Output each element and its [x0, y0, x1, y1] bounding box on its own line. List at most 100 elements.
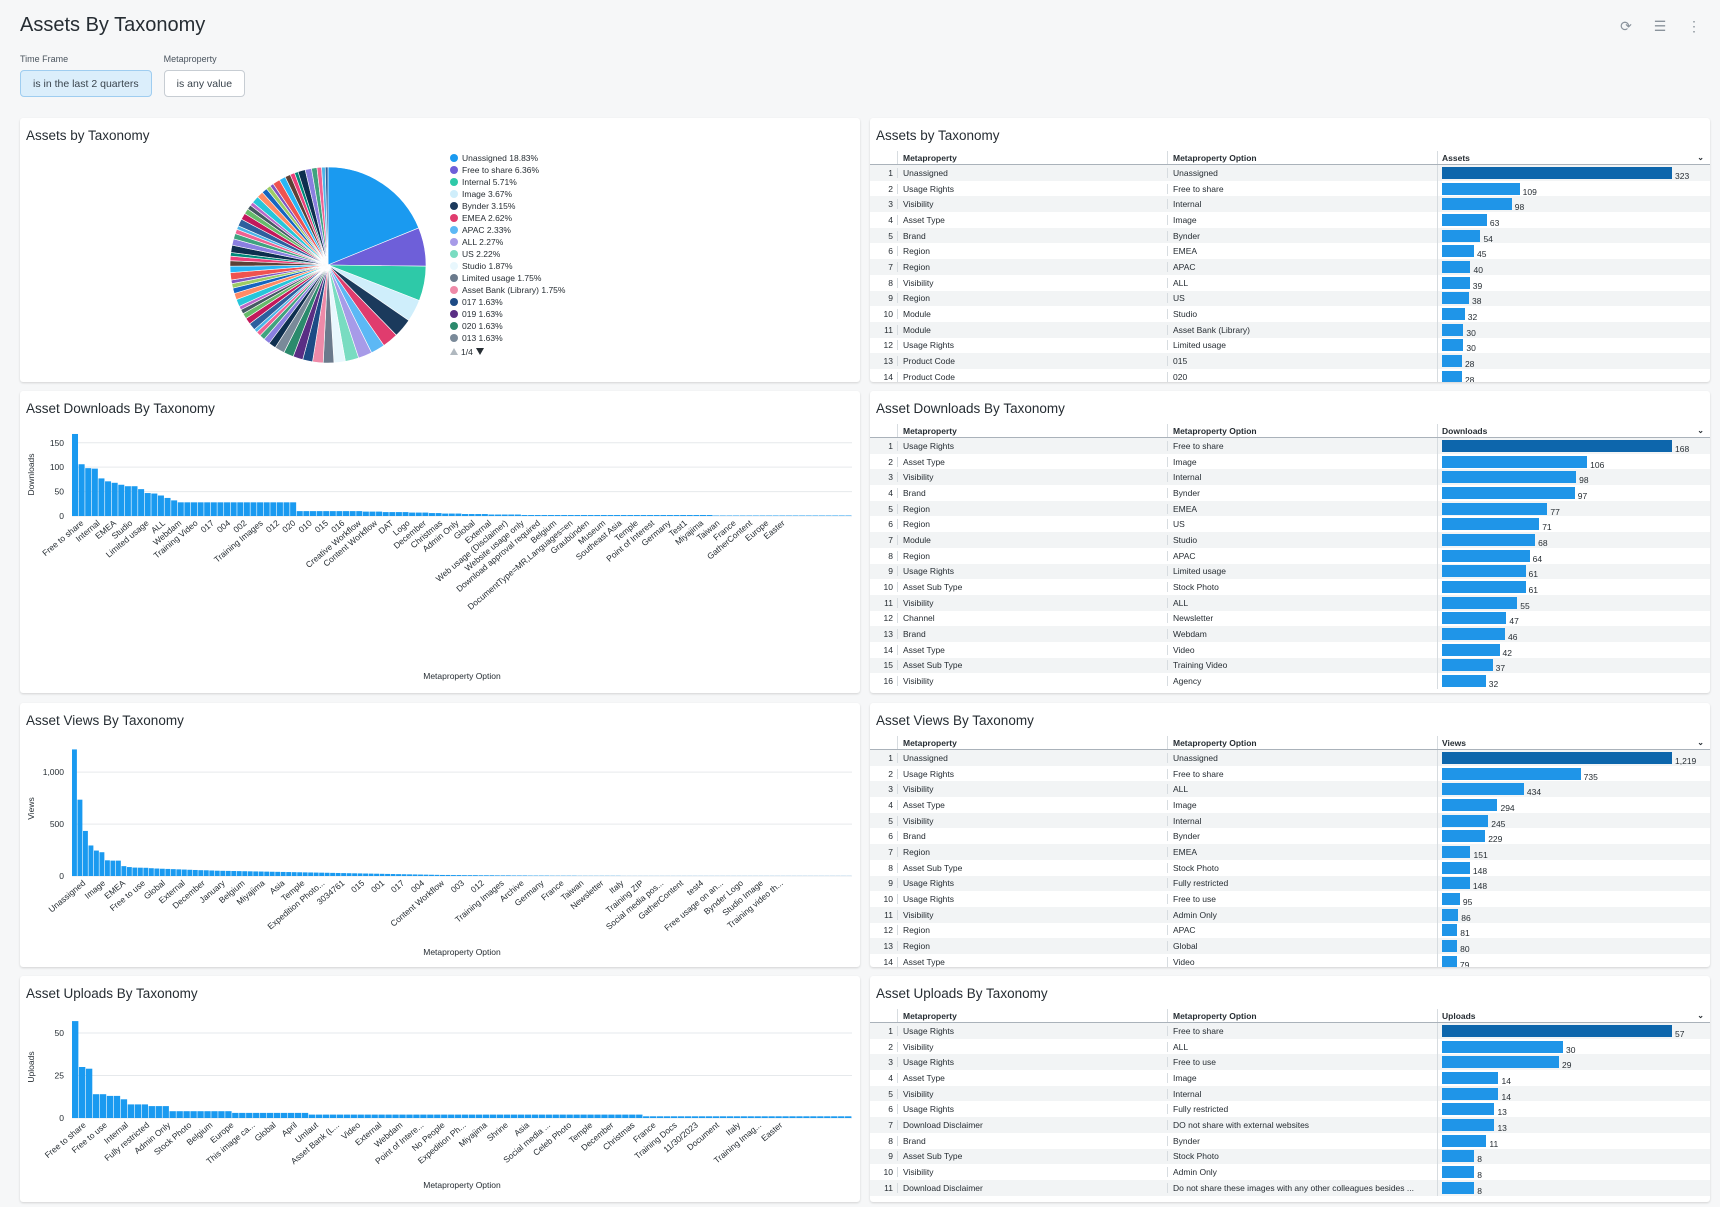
table-row[interactable]: 2 Usage Rights Free to share 109: [870, 180, 1710, 197]
table-row[interactable]: 13 Product Code 015 28: [870, 353, 1710, 369]
table-row[interactable]: 8 Brand Bynder 11: [870, 1132, 1710, 1149]
table-row[interactable]: 1 Unassigned Unassigned 323: [870, 165, 1710, 181]
bar: [567, 515, 574, 516]
table-row[interactable]: 3 Usage Rights Free to use 29: [870, 1054, 1710, 1070]
column-header[interactable]: Uploads: [1437, 1009, 1710, 1022]
bar: [747, 1116, 754, 1118]
table-row[interactable]: 6 Brand Bynder 229: [870, 828, 1710, 844]
table-cell: Admin Only: [1167, 1167, 1437, 1178]
table-cell: Visibility: [897, 1041, 1167, 1052]
table-row[interactable]: 14 Asset Type Video 79: [870, 953, 1710, 967]
x-tick-label: 004: [215, 518, 233, 535]
more-vertical-icon[interactable]: ⋮: [1687, 18, 1701, 34]
table-row[interactable]: 1 Usage Rights Free to share 57: [870, 1023, 1710, 1039]
table-row[interactable]: 11 Module Asset Bank (Library) 30: [870, 321, 1710, 338]
table-cell: 10: [883, 894, 893, 905]
column-header[interactable]: Assets: [1437, 151, 1710, 164]
table-row[interactable]: 10 Usage Rights Free to use 95: [870, 891, 1710, 907]
column-header[interactable]: Metaproperty: [897, 424, 1167, 437]
table-row[interactable]: 7 Module Studio 68: [870, 532, 1710, 548]
table-row[interactable]: 8 Region APAC 64: [870, 547, 1710, 564]
table-row[interactable]: 7 Region EMEA 151: [870, 844, 1710, 860]
table-row[interactable]: 5 Region EMEA 77: [870, 500, 1710, 517]
value-bar: [1442, 783, 1524, 796]
table-row[interactable]: 6 Region US 71: [870, 516, 1710, 532]
bar: [627, 515, 634, 516]
legend-marker: [450, 202, 458, 210]
table-row[interactable]: 4 Asset Type Image 294: [870, 797, 1710, 813]
bar: [131, 486, 138, 516]
table-row[interactable]: 3 Visibility ALL 434: [870, 781, 1710, 797]
table-row[interactable]: 7 Region APAC 40: [870, 259, 1710, 275]
table-row[interactable]: 6 Usage Rights Fully restricted 13: [870, 1101, 1710, 1117]
table-row[interactable]: 14 Asset Type Video 42: [870, 641, 1710, 658]
column-header[interactable]: Views: [1437, 736, 1710, 749]
table-row[interactable]: 12 Region APAC 81: [870, 922, 1710, 938]
table-row[interactable]: 2 Visibility ALL 30: [870, 1038, 1710, 1055]
chevron-down-icon[interactable]: ⌄: [1697, 738, 1704, 747]
column-header[interactable]: Metaproperty Option: [1167, 151, 1437, 164]
column-header[interactable]: Downloads: [1437, 424, 1710, 437]
refresh-icon[interactable]: ⟳: [1620, 18, 1632, 34]
bar: [151, 493, 158, 516]
chevron-down-icon[interactable]: ⌄: [1697, 153, 1704, 162]
table-row[interactable]: 16 Visibility Agency 32: [870, 673, 1710, 689]
table-row[interactable]: 10 Module Studio 32: [870, 306, 1710, 322]
table-row[interactable]: 4 Brand Bynder 97: [870, 485, 1710, 501]
table-row[interactable]: 7 Download Disclaimer DO not share with ex…: [870, 1117, 1710, 1133]
time-frame-filter-button[interactable]: is in the last 2 quarters: [20, 70, 152, 97]
table-cell: ALL: [1167, 784, 1437, 795]
metaproperty-filter-button[interactable]: is any value: [163, 70, 246, 97]
table-row[interactable]: 9 Asset Sub Type Stock Photo 8: [870, 1148, 1710, 1164]
column-header[interactable]: Metaproperty: [897, 1009, 1167, 1022]
table-row[interactable]: 8 Visibility ALL 39: [870, 274, 1710, 291]
chevron-down-icon[interactable]: ⌄: [1697, 426, 1704, 435]
column-header[interactable]: Metaproperty Option: [1167, 1009, 1437, 1022]
legend-label: Image 3.67%: [462, 189, 513, 199]
table-row[interactable]: 8 Asset Sub Type Stock Photo 148: [870, 859, 1710, 876]
table-row[interactable]: 9 Usage Rights Limited usage 61: [870, 563, 1710, 579]
table-row[interactable]: 11 Visibility Admin Only 86: [870, 906, 1710, 923]
table-row[interactable]: 9 Usage Rights Fully restricted 148: [870, 875, 1710, 891]
table-row[interactable]: 1 Usage Rights Free to share 168: [870, 438, 1710, 454]
bar: [349, 511, 356, 516]
table-row[interactable]: 5 Visibility Internal 14: [870, 1085, 1710, 1102]
table-row[interactable]: 5 Visibility Internal 245: [870, 812, 1710, 829]
column-header[interactable]: Metaproperty: [897, 151, 1167, 164]
table-row[interactable]: 13 Region Global 80: [870, 938, 1710, 954]
table-row[interactable]: 4 Asset Type Image 14: [870, 1070, 1710, 1086]
table-cell: 1: [888, 1025, 893, 1036]
table-row[interactable]: 6 Region EMEA 45: [870, 243, 1710, 259]
table-row[interactable]: 12 Usage Rights Limited usage 30: [870, 337, 1710, 353]
table-row[interactable]: 3 Visibility Internal 98: [870, 469, 1710, 485]
filter-icon[interactable]: ☰: [1653, 18, 1667, 34]
table-row[interactable]: 13 Brand Webdam 46: [870, 626, 1710, 642]
column-header[interactable]: Metaproperty: [897, 736, 1167, 749]
bar-cell: 54: [1437, 227, 1710, 244]
table-row[interactable]: 15 Asset Sub Type Training Video 37: [870, 657, 1710, 673]
bar: [253, 871, 259, 876]
table-row[interactable]: 11 Visibility ALL 55: [870, 594, 1710, 611]
bar: [434, 1114, 441, 1118]
table-row[interactable]: 3 Visibility Internal 98: [870, 196, 1710, 212]
legend-label: 019 1.63%: [462, 309, 503, 319]
table-row[interactable]: 2 Usage Rights Free to share 735: [870, 765, 1710, 782]
chevron-down-icon[interactable]: ⌄: [1697, 1011, 1704, 1020]
table-row[interactable]: 11 Download Disclaimer Do not share these …: [870, 1179, 1710, 1196]
table-row[interactable]: 10 Visibility Admin Only 8: [870, 1164, 1710, 1180]
table-row[interactable]: 2 Asset Type Image 106: [870, 453, 1710, 470]
table-row[interactable]: 14 Product Code 020 28: [870, 368, 1710, 382]
bar: [608, 1114, 615, 1118]
column-header[interactable]: Metaproperty Option: [1167, 736, 1437, 749]
table-row[interactable]: 1 Unassigned Unassigned 1,219: [870, 750, 1710, 766]
table-row[interactable]: 4 Asset Type Image 63: [870, 212, 1710, 228]
table-row[interactable]: 5 Brand Bynder 54: [870, 227, 1710, 244]
table-row[interactable]: 12 Channel Newsletter 47: [870, 610, 1710, 626]
bar: [441, 1114, 448, 1118]
table-row[interactable]: 9 Region US 38: [870, 290, 1710, 306]
column-header[interactable]: Metaproperty Option: [1167, 424, 1437, 437]
table-row[interactable]: 10 Asset Sub Type Stock Photo 61: [870, 579, 1710, 595]
bar: [653, 515, 660, 516]
bar: [296, 511, 303, 516]
bar: [647, 515, 654, 516]
